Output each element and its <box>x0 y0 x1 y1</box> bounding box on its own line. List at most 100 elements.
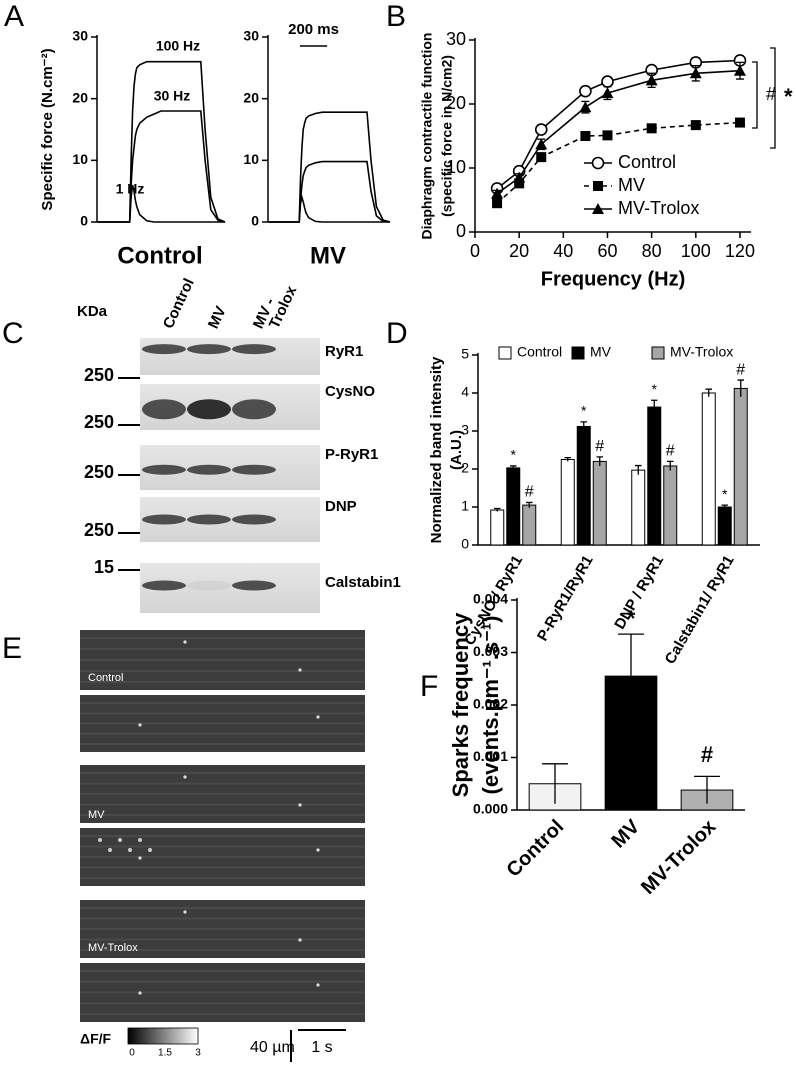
series-line <box>268 111 391 223</box>
significance-symbol: # <box>766 84 776 104</box>
blot-band <box>187 514 231 525</box>
blot-marker: 250 <box>84 412 114 432</box>
x-tick-label: DNP / RyR1 <box>611 552 667 632</box>
y-tick-label: 10 <box>446 157 466 177</box>
x-tick-label: 0 <box>470 241 480 261</box>
unit-label: KDa <box>77 303 108 320</box>
y-tick-label: 4 <box>461 384 469 400</box>
blot-band <box>232 399 276 420</box>
series-line <box>97 110 226 223</box>
y-tick-label: 30 <box>243 28 259 44</box>
blot-band <box>142 464 186 475</box>
spark <box>148 848 152 852</box>
panel-title: Control <box>117 242 202 269</box>
error-bar <box>635 464 642 475</box>
scale-bar-label: 1 s <box>311 1039 332 1056</box>
legend-swatch <box>651 346 665 360</box>
y-tick-label: 1 <box>461 498 469 514</box>
legend-label: MV-Trolox <box>670 344 733 360</box>
blot-band <box>187 399 231 420</box>
y-axis-label: Normalized band intensity <box>428 356 445 543</box>
panel-title: MV <box>310 242 346 269</box>
spark <box>183 775 187 779</box>
bar <box>560 459 575 546</box>
x-tick-label: MV <box>608 815 645 852</box>
series-label: 30 Hz <box>154 88 191 104</box>
colorbar-tick-label: 3 <box>195 1048 201 1059</box>
error-bar <box>651 399 658 414</box>
spark <box>316 715 320 719</box>
y-tick-label: 2 <box>461 460 469 476</box>
legend-swatch <box>571 346 585 360</box>
bar <box>522 504 537 546</box>
blot-row-label: DNP <box>325 498 357 515</box>
blot-band <box>187 464 231 475</box>
condition-label: MV-Trolox <box>88 942 138 954</box>
blot-band <box>232 464 276 475</box>
blot-band <box>232 344 276 355</box>
legend-swatch <box>498 346 512 360</box>
significance-symbol: * <box>627 606 636 631</box>
series-line <box>496 69 741 195</box>
lane-label: MV <box>205 304 230 332</box>
error-bar <box>737 379 744 397</box>
condition-label: Control <box>88 672 123 684</box>
marker <box>601 87 614 99</box>
marker <box>646 123 657 134</box>
bar <box>701 392 716 546</box>
spark <box>138 856 142 860</box>
error-bar <box>580 421 587 431</box>
marker <box>513 171 526 183</box>
y-axis-label: Diaphragm contractile function <box>419 33 435 240</box>
significance-symbol: * <box>784 84 793 109</box>
y-tick-label: 20 <box>243 89 259 105</box>
y-tick-label: 3 <box>461 422 469 438</box>
y-tick-label: 0 <box>456 221 466 241</box>
significance-symbol: * <box>511 447 517 463</box>
y-tick-label: 30 <box>72 28 88 44</box>
x-tick-label: Calstabin1/ RyR1 <box>662 552 738 667</box>
spark <box>138 723 142 727</box>
blot-row-label: Calstabin1 <box>325 574 401 591</box>
blot-band <box>142 399 186 420</box>
panel-label: F <box>420 670 438 703</box>
colorbar-label: ΔF/F <box>80 1031 112 1047</box>
marker <box>645 74 658 86</box>
significance-symbol: # <box>701 742 713 767</box>
legend-marker <box>591 156 605 170</box>
blot-marker: 250 <box>84 462 114 482</box>
legend-marker <box>592 203 604 214</box>
blot-band <box>232 580 276 591</box>
error-bar <box>694 775 720 804</box>
y-tick-label: 0.003 <box>473 643 508 659</box>
legend-label: MV-Trolox <box>618 198 699 218</box>
legend-label: MV <box>590 344 612 360</box>
significance-symbol: # <box>666 443 675 460</box>
marker <box>534 123 548 136</box>
blot-band <box>187 344 231 355</box>
significance-bracket <box>752 61 758 129</box>
x-tick-label: 40 <box>553 241 573 261</box>
series-line <box>496 121 741 204</box>
significance-symbol: # <box>525 484 534 501</box>
error-bar <box>542 763 568 804</box>
spark <box>316 983 320 987</box>
series-line <box>268 160 391 223</box>
y-axis-label: (A.U.) <box>448 430 465 470</box>
spark <box>118 838 122 842</box>
marker <box>689 67 702 79</box>
scale-bar-label: 40 µm <box>250 1039 295 1056</box>
x-tick-label: 60 <box>597 241 617 261</box>
spark <box>138 838 142 842</box>
bar <box>592 460 607 546</box>
spark <box>108 848 112 852</box>
bar <box>663 465 678 546</box>
spark <box>128 848 132 852</box>
colorbar-tick-label: 1.5 <box>158 1048 172 1059</box>
y-tick-label: 30 <box>446 29 466 49</box>
error-bar <box>526 501 533 508</box>
y-axis-label: Specific force (N.cm⁻²) <box>39 48 56 210</box>
significance-bracket <box>770 47 776 149</box>
colorbar-tick-label: 0 <box>129 1048 135 1059</box>
legend-label: Control <box>618 152 676 172</box>
